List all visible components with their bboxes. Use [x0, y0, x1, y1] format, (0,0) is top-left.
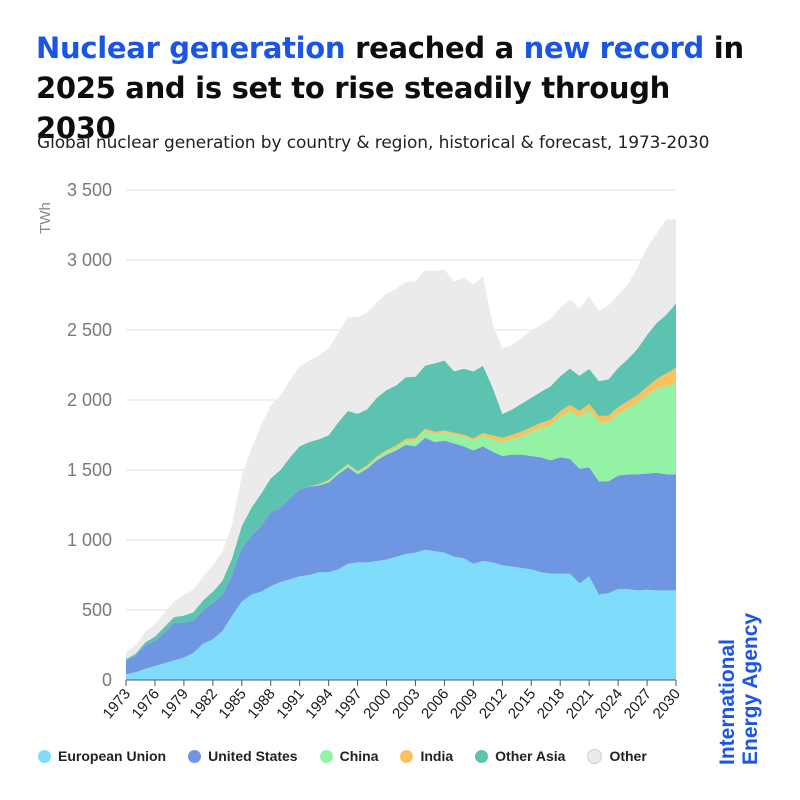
legend-label: European Union [58, 748, 167, 764]
x-tick-label: 1988 [244, 686, 278, 722]
area-china [126, 383, 676, 661]
y-tick-label: 2 000 [67, 390, 112, 410]
legend-item-china: China [319, 748, 379, 764]
chart-legend: European Union United States China India Oth… [38, 748, 647, 764]
legend-label: United States [208, 748, 298, 764]
x-tick-label: 2000 [360, 686, 394, 722]
brand-line-2: Energy Agency [739, 612, 762, 765]
y-tick-label: 500 [82, 600, 112, 620]
legend-swatch [587, 748, 603, 764]
y-tick-label: 3 500 [67, 180, 112, 200]
x-tick-label: 2009 [447, 686, 481, 722]
area-european-union [126, 549, 676, 680]
x-tick-label: 2015 [505, 686, 539, 722]
x-tick-label: 2021 [563, 686, 597, 722]
legend-swatch [400, 749, 414, 763]
brand-line-1: International [716, 638, 739, 765]
legend-label: China [339, 748, 379, 764]
area-united-states [126, 437, 676, 675]
x-tick-label: 2003 [389, 686, 423, 722]
area-series-group [126, 219, 676, 680]
legend-label: Other [609, 748, 647, 764]
x-tick-label: 1997 [331, 686, 365, 722]
x-tick-label: 2006 [418, 686, 452, 722]
x-tick-label: 2027 [621, 686, 655, 722]
x-tick-label: 1979 [157, 686, 191, 722]
x-tick-label: 2024 [592, 686, 626, 722]
x-tick-label: 1991 [273, 686, 307, 722]
headline-text-1: reached a [345, 31, 524, 65]
y-tick-label: 2 500 [67, 320, 112, 340]
chart-headline: Nuclear generation reached a new record … [36, 28, 756, 148]
legend-item-other-asia: Other Asia [475, 748, 565, 764]
x-tick-label: 2030 [650, 686, 684, 722]
legend-item-india: India [400, 748, 453, 764]
y-tick-label: 1 000 [67, 530, 112, 550]
y-tick-label: 3 000 [67, 250, 112, 270]
y-tick-label: 0 [102, 670, 112, 690]
legend-item-european-union: European Union [38, 748, 166, 764]
x-tick-label: 2012 [476, 686, 510, 722]
x-tick-label: 2018 [534, 686, 568, 722]
headline-highlight-nuclear: Nuclear generation [36, 31, 346, 65]
x-tick-label: 1976 [129, 686, 163, 722]
x-tick-label: 1994 [302, 686, 336, 722]
y-tick-label: 1 500 [67, 460, 112, 480]
legend-label: India [420, 748, 454, 764]
x-tick-label: 1982 [186, 686, 220, 722]
x-tick-label: 1985 [215, 686, 249, 722]
legend-item-other: Other [587, 748, 647, 764]
iea-logo: International Energy Agency [716, 605, 762, 765]
legend-swatch [38, 749, 51, 763]
chart-subtitle: Global nuclear generation by country & r… [37, 133, 710, 153]
legend-swatch [475, 749, 489, 763]
legend-label: Other Asia [495, 748, 566, 764]
legend-swatch [188, 749, 202, 763]
legend-swatch [319, 749, 333, 763]
headline-highlight-record: new record [523, 31, 705, 65]
x-tick-label: 1973 [100, 686, 134, 722]
legend-item-united-states: United States [188, 748, 298, 764]
headline-text-2: in 2025 and is set to rise steadily thro… [36, 31, 744, 145]
area-other [126, 219, 676, 659]
y-axis-unit-label: TWh [37, 202, 54, 234]
